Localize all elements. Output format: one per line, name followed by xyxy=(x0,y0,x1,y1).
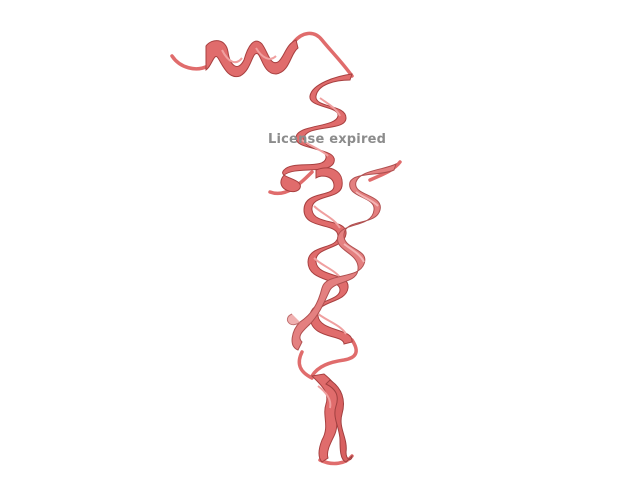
helix-4 xyxy=(287,163,397,351)
helix-3 xyxy=(303,167,353,345)
beta-hairpin xyxy=(310,373,353,463)
helix-1 xyxy=(205,39,299,78)
license-expired-watermark: License expired xyxy=(268,132,387,147)
coil-loops xyxy=(170,31,402,466)
helix-2 xyxy=(280,73,353,193)
